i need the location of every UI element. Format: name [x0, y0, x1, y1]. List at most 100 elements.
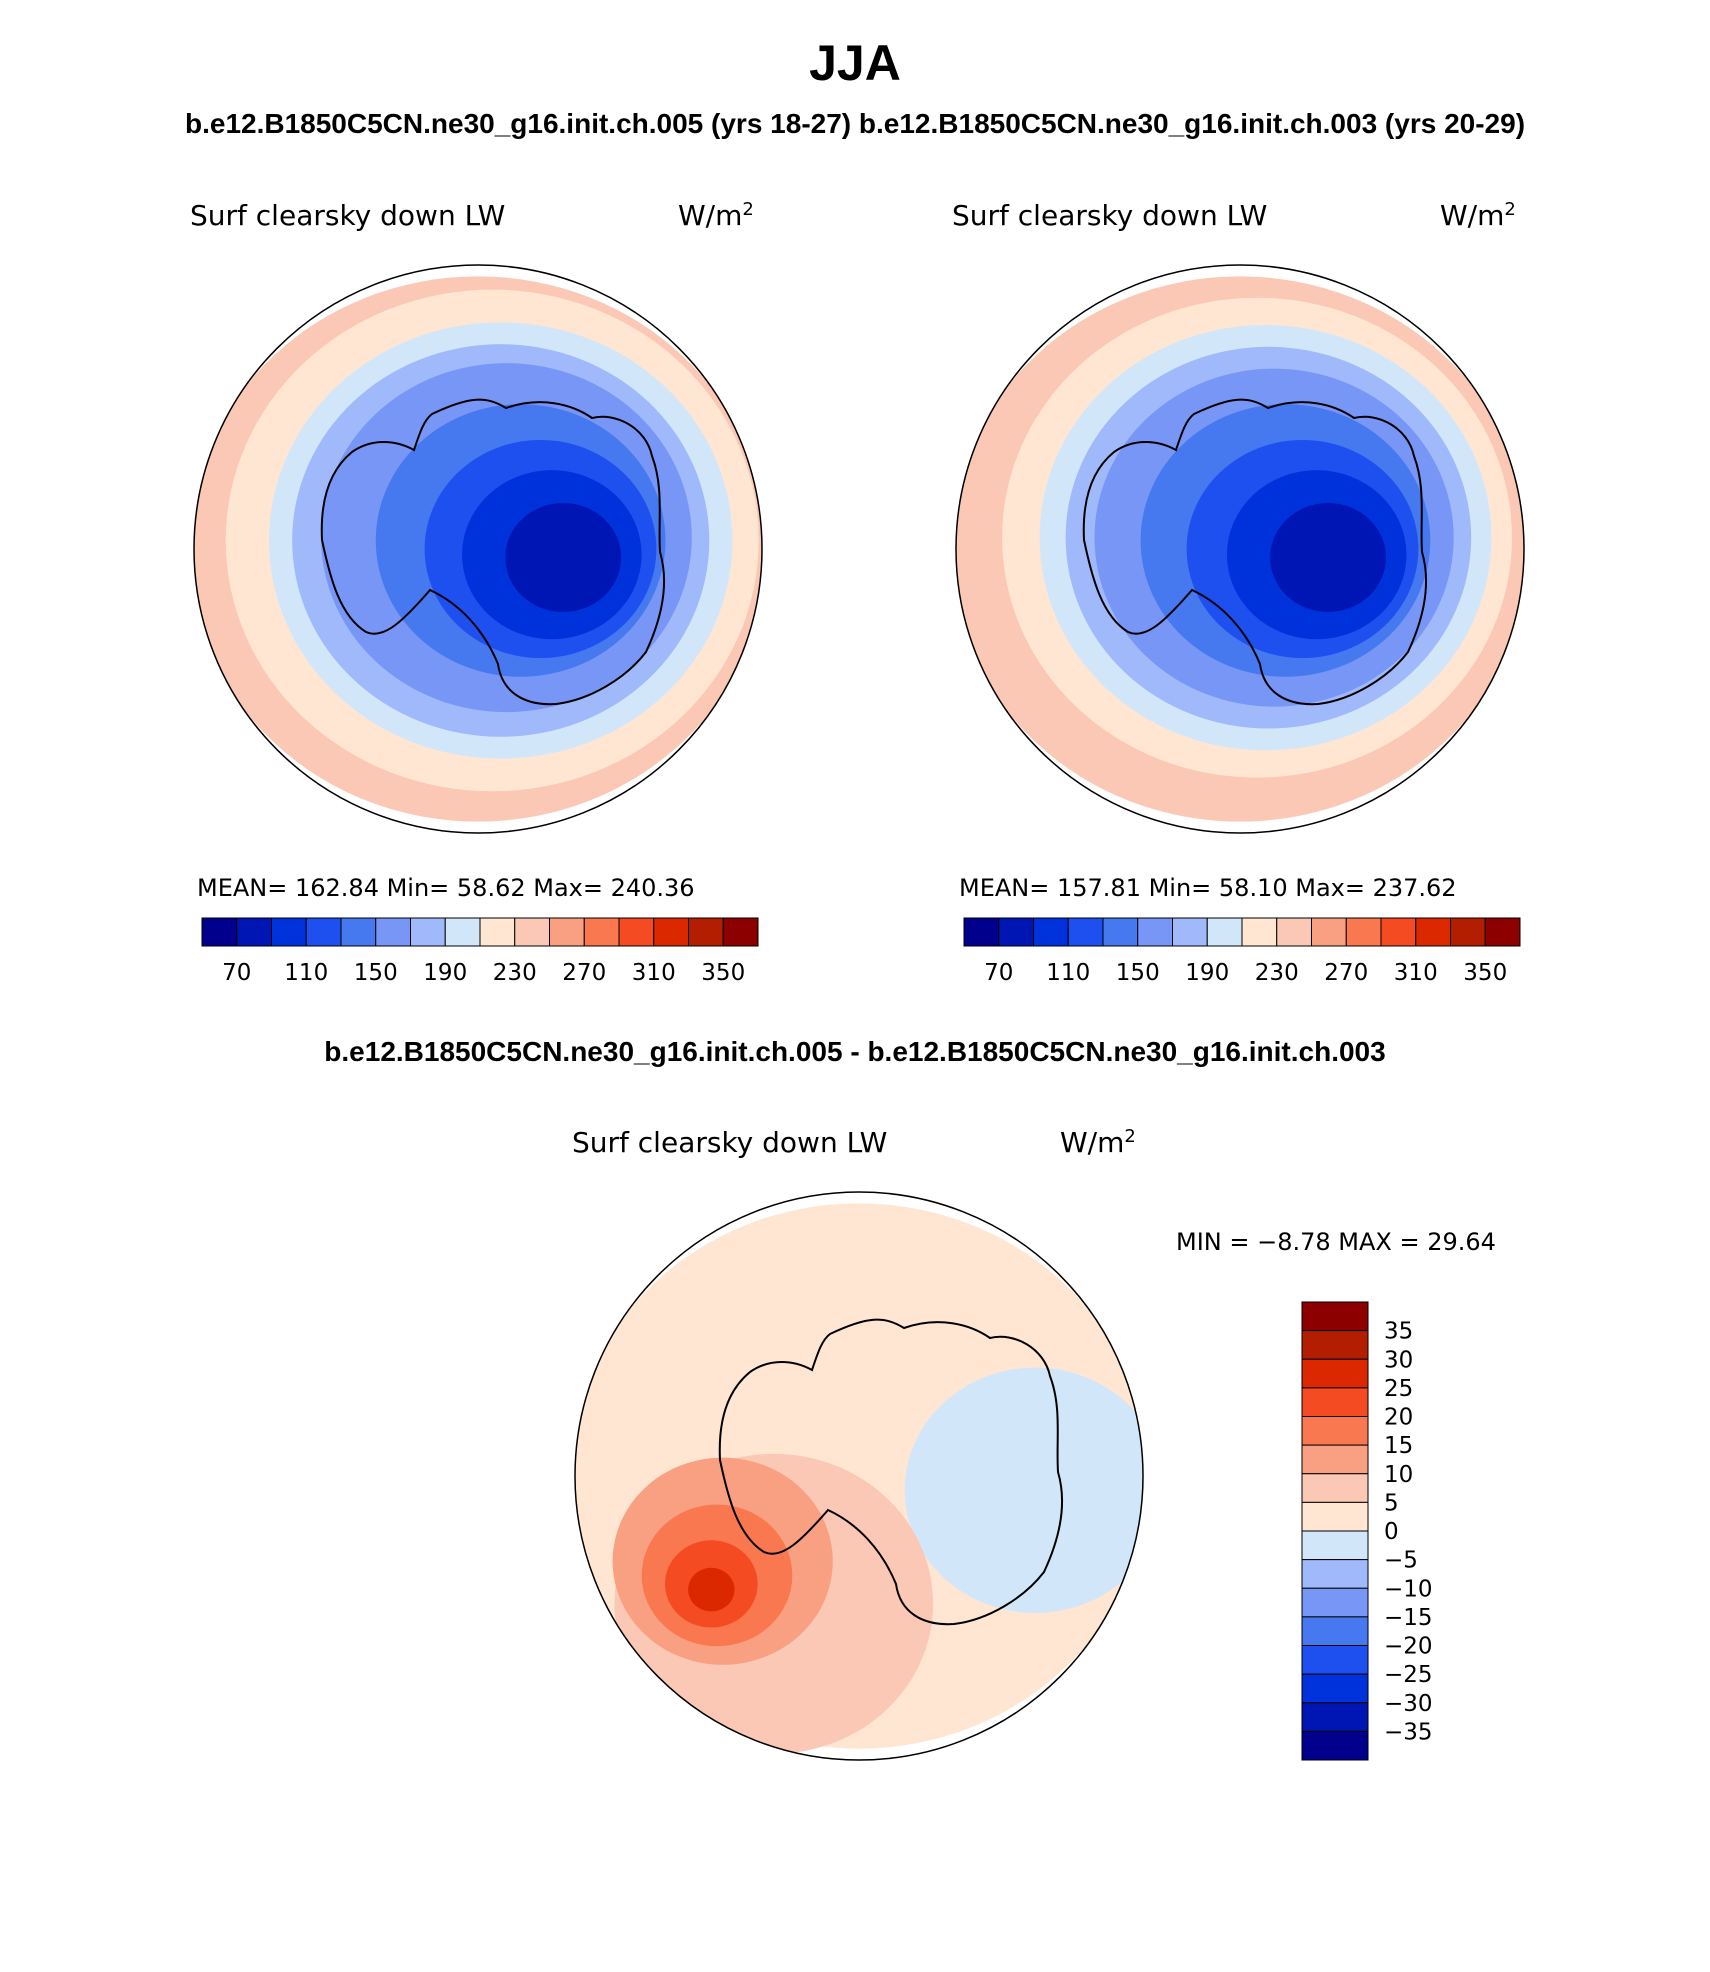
- colorbar-swatch-6: [410, 917, 446, 947]
- colorbar-swatch-14: [1450, 917, 1486, 947]
- colorbar-tick-label: −25: [1384, 1662, 1433, 1688]
- colorbar-tick-label: 5: [1384, 1490, 1399, 1516]
- colorbar-tick-label: 20: [1384, 1405, 1413, 1431]
- map-border-diff: [574, 1191, 1144, 1761]
- panel-left-variable: Surf clearsky down LW: [190, 199, 505, 232]
- colorbar-swatch-0: [201, 917, 238, 947]
- colorbar-swatch-8: [479, 917, 516, 947]
- antarctica-coastline-right: [1082, 398, 1428, 706]
- map-right: [956, 276, 1524, 822]
- colorbar-tick-label: −30: [1384, 1691, 1433, 1717]
- panel-right-variable: Surf clearsky down LW: [952, 199, 1267, 232]
- colorbar-tick-label: 350: [701, 960, 745, 986]
- colorbar-swatch-2: [1033, 917, 1069, 947]
- colorbar-tick-label: 110: [284, 960, 328, 986]
- panel-difference: Surf clearsky down LW W/m2 MIN = −8.78 M…: [572, 1126, 1496, 1761]
- contour-fill-1: [904, 1367, 1143, 1613]
- colorbar-tick-label: −15: [1384, 1605, 1433, 1631]
- panel-diff-units: W/m2: [1060, 1126, 1136, 1159]
- colorbar-swatch-1: [236, 917, 272, 947]
- colorbar-swatch-3: [305, 917, 342, 947]
- colorbar-tick-label: −5: [1384, 1548, 1418, 1574]
- colorbar-tick-label: −35: [1384, 1719, 1433, 1745]
- colorbar-swatch-4: [340, 917, 377, 947]
- colorbar-swatch-4: [1301, 1416, 1369, 1446]
- map-difference: [575, 1203, 1143, 1754]
- colorbar-swatch-1: [998, 917, 1034, 947]
- map-border-right: [955, 264, 1525, 834]
- colorbar-tick-label: 15: [1384, 1433, 1413, 1459]
- colorbar-tick-label: 25: [1384, 1376, 1413, 1402]
- antarctica-coastline-diff: [718, 1318, 1064, 1626]
- colorbar-swatch-10: [1311, 917, 1347, 947]
- colorbar-tick-label: 35: [1384, 1319, 1413, 1345]
- colorbar-tick-label: 270: [562, 960, 606, 986]
- colorbar-swatch-13: [653, 917, 689, 947]
- colorbar-swatch-12: [1380, 917, 1417, 947]
- panel-right-stats: MEAN= 157.81 Min= 58.10 Max= 237.62: [959, 874, 1457, 902]
- colorbar-swatch-12: [618, 917, 655, 947]
- colorbar-swatch-7: [444, 917, 481, 947]
- colorbar-tick-label: 190: [1185, 960, 1229, 986]
- colorbar-tick-label: 230: [493, 960, 537, 986]
- colorbar-swatch-3: [1067, 917, 1104, 947]
- colorbar-swatch-0: [1301, 1301, 1369, 1332]
- colorbar-swatch-15: [722, 917, 759, 947]
- colorbar-swatch-15: [1301, 1730, 1369, 1761]
- panel-diff-stats: MIN = −8.78 MAX = 29.64: [1176, 1228, 1496, 1256]
- colorbar-tick-label: 30: [1384, 1347, 1413, 1373]
- panel-left-units: W/m2: [678, 199, 754, 232]
- colorbar-swatch-6: [1172, 917, 1208, 947]
- colorbar-swatch-9: [1301, 1559, 1369, 1589]
- colorbar-swatch-2: [271, 917, 307, 947]
- colorbar-tick-label: 110: [1046, 960, 1090, 986]
- panel-right: Surf clearsky down LW W/m2 MEAN= 157.81 …: [952, 199, 1525, 986]
- colorbar-tick-label: 230: [1255, 960, 1299, 986]
- colorbar-tick-label: 310: [1394, 960, 1438, 986]
- colorbar-swatch-12: [1301, 1645, 1369, 1675]
- colorbar-swatch-9: [1276, 917, 1312, 947]
- map-border-left: [193, 264, 763, 834]
- colorbar-tick-label: 70: [984, 960, 1013, 986]
- colorbar-swatch-10: [1301, 1587, 1369, 1618]
- colorbar-tick-label: 190: [423, 960, 467, 986]
- contour-fill-8: [1270, 502, 1386, 613]
- colorbar-tick-label: 10: [1384, 1462, 1413, 1488]
- season-title: JJA: [809, 35, 901, 91]
- colorbar-swatch-1: [1301, 1330, 1369, 1360]
- colorbar-swatch-9: [514, 917, 550, 947]
- colorbar-tick-label: 70: [222, 960, 251, 986]
- colorbar-right: 70 110 150 190 230 270 310 350: [963, 917, 1521, 986]
- colorbar-swatch-8: [1301, 1530, 1369, 1561]
- colorbar-swatch-2: [1301, 1358, 1369, 1389]
- case2-title: b.e12.B1850C5CN.ne30_g16.init.ch.003 (yr…: [858, 108, 1526, 139]
- colorbar-swatch-11: [1301, 1616, 1369, 1646]
- colorbar-swatch-6: [1301, 1473, 1369, 1503]
- colorbar-swatch-11: [583, 917, 620, 947]
- colorbar-tick-label: 150: [354, 960, 398, 986]
- colorbar-swatch-11: [1345, 917, 1382, 947]
- panel-left: Surf clearsky down LW W/m2 MEAN= 162.84 …: [190, 199, 763, 986]
- colorbar-left: 70 110 150 190 230 270 310 350: [201, 917, 759, 986]
- panel-left-stats: MEAN= 162.84 Min= 58.62 Max= 240.36: [197, 874, 695, 902]
- colorbar-swatch-8: [1241, 917, 1278, 947]
- colorbar-tick-label: −20: [1384, 1634, 1433, 1660]
- difference-title: b.e12.B1850C5CN.ne30_g16.init.ch.005 - b…: [324, 1036, 1386, 1067]
- colorbar-swatch-7: [1301, 1501, 1369, 1532]
- panel-right-units: W/m2: [1440, 199, 1516, 232]
- colorbar-tick-label: −10: [1384, 1576, 1433, 1602]
- colorbar-tick-label: 150: [1116, 960, 1160, 986]
- case-titles: b.e12.B1850C5CN.ne30_g16.init.ch.005 (yr…: [0, 108, 1710, 140]
- colorbar-swatch-5: [1301, 1444, 1369, 1475]
- antarctica-coastline-left: [320, 398, 666, 706]
- map-left: [194, 276, 762, 822]
- colorbar-tick-label: 350: [1463, 960, 1507, 986]
- case1-title: b.e12.B1850C5CN.ne30_g16.init.ch.005 (yr…: [184, 108, 852, 139]
- colorbar-tick-label: 310: [632, 960, 676, 986]
- colorbar-swatch-0: [963, 917, 1000, 947]
- colorbar-swatch-5: [375, 917, 411, 947]
- panel-diff-variable: Surf clearsky down LW: [572, 1126, 887, 1159]
- colorbar-swatch-5: [1137, 917, 1173, 947]
